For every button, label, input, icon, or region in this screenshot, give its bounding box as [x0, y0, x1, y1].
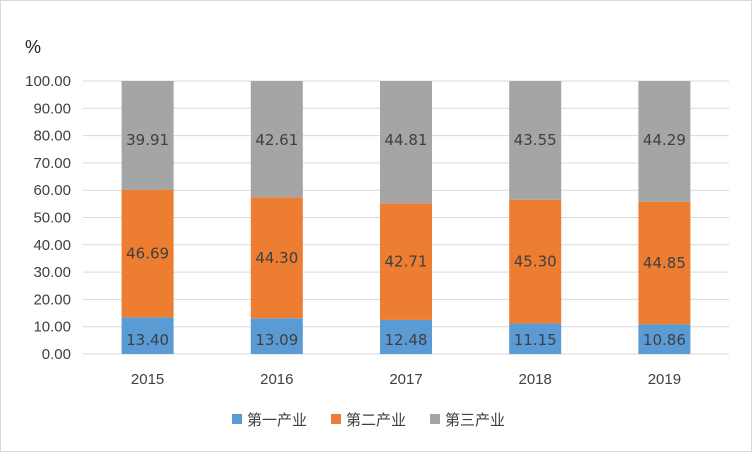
data-label: 44.81: [385, 131, 428, 149]
data-label: 44.30: [255, 249, 298, 267]
bar-segment: [121, 81, 174, 190]
data-label: 11.15: [514, 331, 557, 349]
bar-segment: [250, 197, 303, 319]
data-label: 44.85: [643, 254, 686, 272]
y-tick-label: 100.00: [25, 73, 71, 90]
bar-segment: [250, 81, 303, 198]
bar-segment: [638, 201, 691, 325]
y-axis-ticks: 0.00 10.00 20.00 30.00 40.00 50.00 60.00 70.00 8…: [25, 73, 71, 363]
data-label: 42.61: [255, 131, 298, 149]
y-tick-label: 90.00: [33, 100, 71, 117]
data-label: 44.29: [643, 131, 686, 149]
y-axis-unit-label: %: [25, 37, 41, 57]
legend-swatch: [430, 414, 440, 424]
y-tick-label: 20.00: [33, 291, 71, 308]
bar-segment: [250, 318, 303, 354]
bar-segment: [121, 317, 174, 354]
data-label: 39.91: [126, 131, 169, 149]
bar-segment: [380, 319, 432, 354]
x-tick-label: 2017: [389, 371, 422, 388]
legend-label: 第二产业: [346, 411, 406, 429]
x-axis-ticks: 2015 2016 2017 2018 2019: [131, 371, 681, 388]
bar-segment: [638, 81, 691, 202]
bar-segment: [380, 203, 432, 320]
bar-segment: [638, 324, 691, 354]
legend-swatch: [232, 414, 242, 424]
data-label: 10.86: [643, 331, 686, 349]
legend-item: 第三产业: [430, 411, 505, 429]
data-label: 13.40: [126, 331, 169, 349]
legend-item: 第二产业: [331, 411, 406, 429]
data-label: 13.09: [255, 331, 298, 349]
y-tick-label: 70.00: [33, 155, 71, 172]
x-tick-label: 2018: [519, 371, 552, 388]
y-tick-label: 60.00: [33, 182, 71, 199]
x-tick-label: 2019: [648, 371, 681, 388]
bar-segment: [380, 81, 432, 204]
legend: 第一产业 第二产业 第三产业: [232, 411, 505, 429]
legend-item: 第一产业: [232, 411, 307, 429]
y-tick-label: 80.00: [33, 128, 71, 145]
data-label: 42.71: [385, 253, 428, 271]
data-label: 43.55: [514, 131, 557, 149]
bar-segment: [509, 199, 562, 324]
y-tick-label: 30.00: [33, 264, 71, 281]
data-label: 12.48: [385, 331, 428, 349]
legend-label: 第一产业: [247, 411, 307, 429]
data-label: 45.30: [514, 253, 557, 271]
bar-segment: [509, 81, 562, 200]
legend-label: 第三产业: [445, 411, 505, 429]
y-tick-label: 10.00: [33, 319, 71, 336]
y-tick-label: 0.00: [42, 346, 71, 363]
bar-segment: [121, 189, 174, 318]
x-tick-label: 2016: [260, 371, 293, 388]
legend-swatch: [331, 414, 341, 424]
data-label: 46.69: [126, 245, 169, 263]
bars: 13.40 46.69 39.91 13.09 44.30 42.61 12.48 42.71…: [121, 81, 691, 354]
x-tick-label: 2015: [131, 371, 164, 388]
bar-segment: [509, 323, 562, 354]
y-tick-label: 50.00: [33, 210, 71, 227]
y-tick-label: 40.00: [33, 237, 71, 254]
